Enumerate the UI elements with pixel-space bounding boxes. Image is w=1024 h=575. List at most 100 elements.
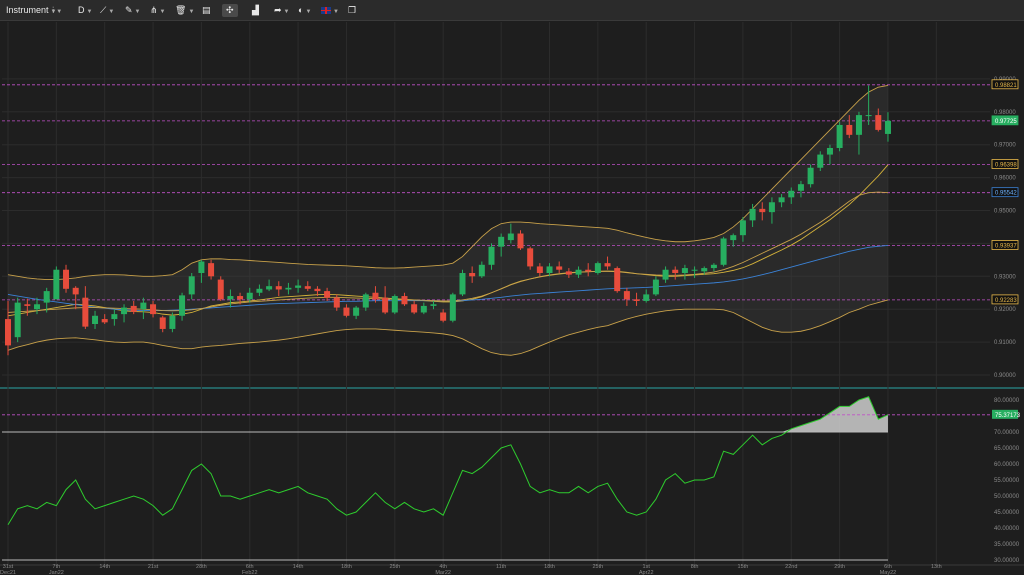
candle-body <box>266 286 273 290</box>
chevron-down-icon: ▼ <box>86 9 93 15</box>
rsi-y-tick-label: 40.00000 <box>994 526 1020 532</box>
bollinger-band-fill <box>8 85 888 356</box>
pencil-button[interactable]: ✎ ▼ <box>125 4 141 17</box>
language-button[interactable]: ▼ <box>321 4 339 17</box>
candle-body <box>372 292 379 300</box>
candle-body <box>314 288 321 292</box>
candle-body <box>449 294 456 321</box>
x-tick-label: 11th <box>496 564 506 570</box>
candle-body <box>575 269 582 275</box>
delete-button[interactable]: 🗑 ▼ <box>175 4 194 17</box>
bb-name: BB (20, 2) <box>5 58 33 64</box>
x-tick-label: 1st <box>643 564 651 570</box>
candle-body <box>546 266 553 274</box>
candle-body <box>498 236 505 247</box>
candle-body <box>188 276 195 295</box>
close-icon[interactable]: ✖ <box>975 394 982 403</box>
x-tick-label: 25th <box>593 564 604 570</box>
share-button[interactable]: ➦ ▼ <box>274 4 290 17</box>
price-badge-label: 0.97725 <box>995 119 1017 125</box>
main-ohlc: 90/300 - O:0.97327 - H:0.97988 - L:0.970… <box>109 25 260 31</box>
candle-body <box>855 115 862 135</box>
candle-body <box>469 273 476 277</box>
instrument-menu[interactable]: Instrument ▼ <box>6 4 56 17</box>
candle-body <box>275 286 282 290</box>
chevron-down-icon: ▼ <box>305 9 312 15</box>
main-panel-bg <box>0 22 1024 387</box>
draw-line-button[interactable]: ⟋ ▼ <box>100 4 114 17</box>
rsi-y-tick-label: 30.00000 <box>994 558 1020 564</box>
x-tick-label: 18th <box>544 564 555 570</box>
theme-button[interactable]: ◐ ▼ <box>298 4 311 17</box>
gear-icon[interactable]: ⚙ <box>43 58 50 64</box>
candle-body <box>875 115 882 130</box>
y-tick-label: 0.96000 <box>994 176 1016 182</box>
crosshair-icon: ✣ <box>226 5 234 15</box>
y-tick-label: 0.92000 <box>994 307 1016 313</box>
sma14-line <box>7 164 889 317</box>
move-down-icon[interactable]: ⬇ <box>973 24 980 33</box>
candle-body <box>527 248 534 267</box>
x-tick-label: May22 <box>880 570 897 575</box>
pencil-icon: ✎ <box>125 5 133 15</box>
toolbar: Instrument ▼ ⫶ ▼ D ▼ ⟋ ▼ ✎ ▼ ⋔ ▼ 🗑 ▼ ▤ ✣ ▟ ➦ ▼ ◐… <box>0 0 1024 21</box>
price-badge <box>991 79 1019 90</box>
expand-icon[interactable]: ⤢ <box>962 24 969 33</box>
candle-body <box>440 312 447 321</box>
y-tick-label: 0.97000 <box>994 143 1016 149</box>
indicator-button[interactable]: ▟ <box>252 4 259 17</box>
expand-icon[interactable]: ⤢ <box>964 394 971 403</box>
candle-body <box>459 273 466 295</box>
price-badge <box>991 240 1019 250</box>
gear-icon[interactable]: ⚙ <box>41 36 48 42</box>
candle-body <box>256 288 263 293</box>
trendline-icon: ⟋ <box>100 5 107 15</box>
candle-body <box>72 287 79 295</box>
candle-body <box>846 124 853 135</box>
tools-button[interactable]: ⋔ ▼ <box>150 4 166 17</box>
candle-body <box>150 304 157 315</box>
candle-body <box>111 314 118 320</box>
interval-menu[interactable]: D ▼ <box>78 4 92 17</box>
eye-icon[interactable]: ◉ <box>102 25 108 31</box>
candle-body <box>285 287 292 290</box>
candle-body <box>643 294 650 301</box>
x-tick-label: Jan22 <box>49 570 64 575</box>
candle-body <box>101 319 108 323</box>
candlestick-icon: ⫶ <box>52 5 55 15</box>
candle-body <box>797 184 804 191</box>
y-tick-label: 0.94000 <box>994 241 1016 247</box>
bar-chart-icon: ▟ <box>252 5 259 15</box>
x-tick-label: 22nd <box>785 564 797 570</box>
crosshair-button[interactable]: ✣ <box>222 4 238 17</box>
candle-body <box>217 279 224 300</box>
candle-body <box>730 235 737 241</box>
chevron-down-icon: ▼ <box>333 9 339 15</box>
trash-icon: 🗑 <box>175 5 187 15</box>
rsi-overbought-fill <box>762 396 888 432</box>
windows-icon: ❐ <box>348 5 357 15</box>
layout-button[interactable]: ▤ <box>202 4 211 17</box>
candle-body <box>353 307 360 316</box>
chevron-down-icon: ▼ <box>108 9 115 15</box>
candle-body <box>672 269 679 274</box>
chart-type-button[interactable]: ⫶ ▼ <box>52 4 62 17</box>
sma50-name: SMA (50) <box>5 47 31 53</box>
sma14-value: 0.96398 <box>49 36 71 42</box>
price-badge-label: 0.98821 <box>995 83 1017 89</box>
chevron-down-icon: ▼ <box>188 9 195 15</box>
candle-body <box>604 263 611 267</box>
gear-icon[interactable]: ⚙ <box>41 47 48 53</box>
price-badge-label: 0.92283 <box>995 298 1017 304</box>
gear-icon[interactable]: ⚙ <box>59 396 65 402</box>
candle-body <box>788 190 795 198</box>
chevron-down-icon: ▼ <box>50 9 57 15</box>
x-tick-label: 28th <box>196 564 207 570</box>
candle-body <box>662 269 669 280</box>
candle-body <box>401 296 408 305</box>
move-up-icon[interactable]: ⬆ <box>955 394 962 403</box>
candle-body <box>382 297 389 313</box>
x-tick-label: Apr22 <box>639 570 654 575</box>
window-button[interactable]: ❐ <box>348 4 356 17</box>
